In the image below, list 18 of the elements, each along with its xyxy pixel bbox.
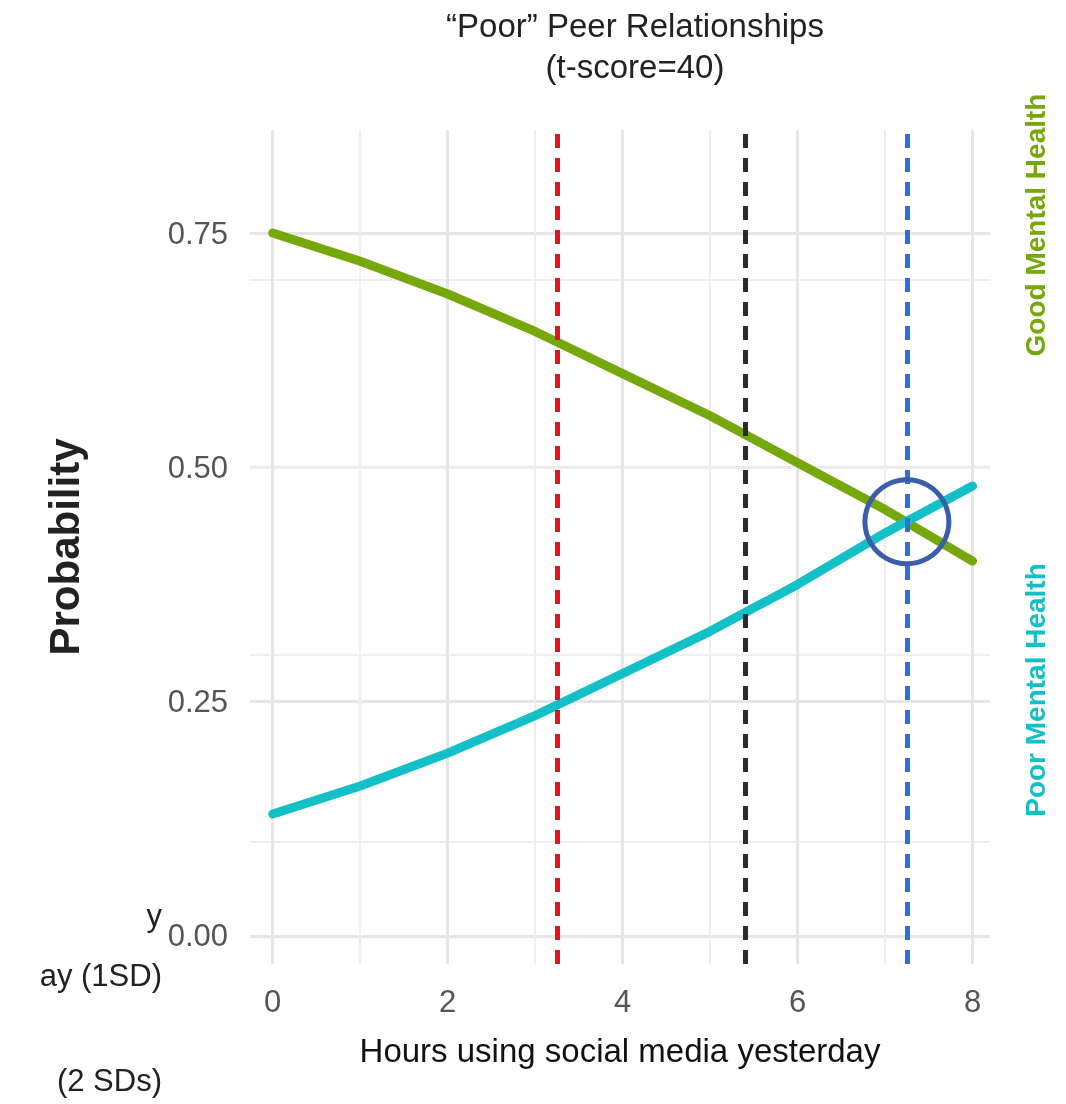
- x-tick-label: 2: [439, 984, 457, 1019]
- y-axis-title: Probability: [40, 437, 88, 656]
- x-tick-label: 0: [264, 984, 282, 1019]
- x-tick-label: 6: [788, 984, 807, 1019]
- x-tick-label: 8: [963, 984, 982, 1019]
- y-tick-label: 0.00: [167, 918, 228, 954]
- text: y: [146, 897, 163, 933]
- y-tick-label: 0.25: [167, 684, 228, 720]
- y-tick-label: 0.75: [167, 215, 228, 251]
- text: Poor Mental Health: [1019, 563, 1051, 817]
- chart-title: “Poor” Peer Relationships: [446, 7, 824, 44]
- text: Good Mental Health: [1019, 93, 1051, 357]
- x-axis-title: Hours using social media yesterday: [359, 1032, 881, 1069]
- text: ay (1SD): [39, 957, 162, 993]
- x-tick-label: 4: [614, 984, 632, 1019]
- chart-subtitle: (t-score=40): [545, 48, 725, 85]
- text: (2 SDs): [56, 1062, 162, 1098]
- y-tick-label: 0.50: [167, 449, 228, 485]
